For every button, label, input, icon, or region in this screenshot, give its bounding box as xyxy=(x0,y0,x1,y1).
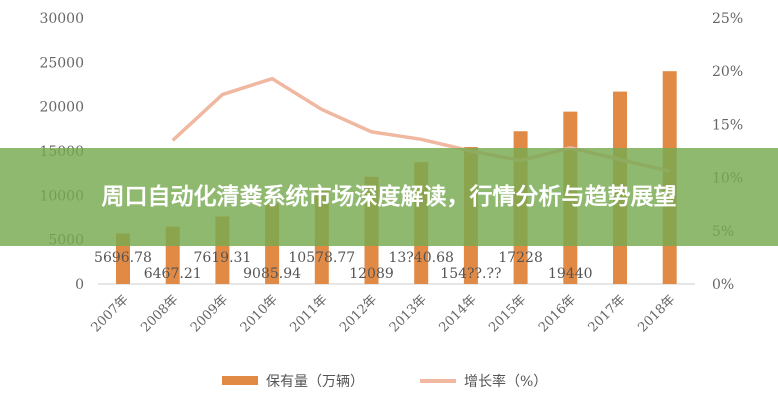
x-tick-label: 2011年 xyxy=(287,292,330,335)
x-tick-label: 2010年 xyxy=(238,292,281,335)
x-tick-label: 2013年 xyxy=(387,292,430,335)
data-label: 7619.31 xyxy=(193,250,251,266)
legend-line-label: 增长率（%） xyxy=(464,373,547,390)
data-label: 12089 xyxy=(349,266,394,282)
x-tick-label: 2014年 xyxy=(437,292,480,335)
left-tick-label: 20000 xyxy=(39,100,84,116)
x-tick-label: 2015年 xyxy=(486,292,529,335)
data-label: 6467.21 xyxy=(144,266,202,282)
bar xyxy=(116,233,130,284)
banner-title: 周口自动化清粪系统市场深度解读，行情分析与趋势展望 xyxy=(101,184,677,210)
legend-bar-label: 保有量（万辆） xyxy=(266,374,364,390)
data-label: 5696.78 xyxy=(94,250,152,266)
x-tick-label: 2018年 xyxy=(635,292,678,335)
data-label: 13?40.68 xyxy=(388,250,453,266)
right-tick-label: 20% xyxy=(712,64,743,80)
left-tick-label: 25000 xyxy=(39,55,84,71)
x-tick-label: 2008年 xyxy=(138,292,181,335)
data-label: 10578.77 xyxy=(288,250,355,266)
x-tick-label: 2007年 xyxy=(89,292,132,335)
data-label: 9085.94 xyxy=(243,266,301,282)
legend-bar-swatch xyxy=(222,376,258,385)
left-tick-label: 0 xyxy=(75,277,84,293)
title-banner: 周口自动化清粪系统市场深度解读，行情分析与趋势展望 xyxy=(0,148,778,246)
x-tick-label: 2009年 xyxy=(188,292,231,335)
left-tick-label: 30000 xyxy=(39,11,84,27)
x-tick-label: 2016年 xyxy=(536,292,579,335)
right-tick-label: 15% xyxy=(712,117,743,133)
x-tick-label: 2012年 xyxy=(337,292,380,335)
right-tick-label: 0% xyxy=(712,277,734,293)
x-tick-label: 2017年 xyxy=(586,292,629,335)
data-label: 19440 xyxy=(548,266,593,282)
right-tick-label: 25% xyxy=(712,11,743,27)
data-label: 17228 xyxy=(498,250,543,266)
data-label: 154??.?? xyxy=(440,266,501,282)
